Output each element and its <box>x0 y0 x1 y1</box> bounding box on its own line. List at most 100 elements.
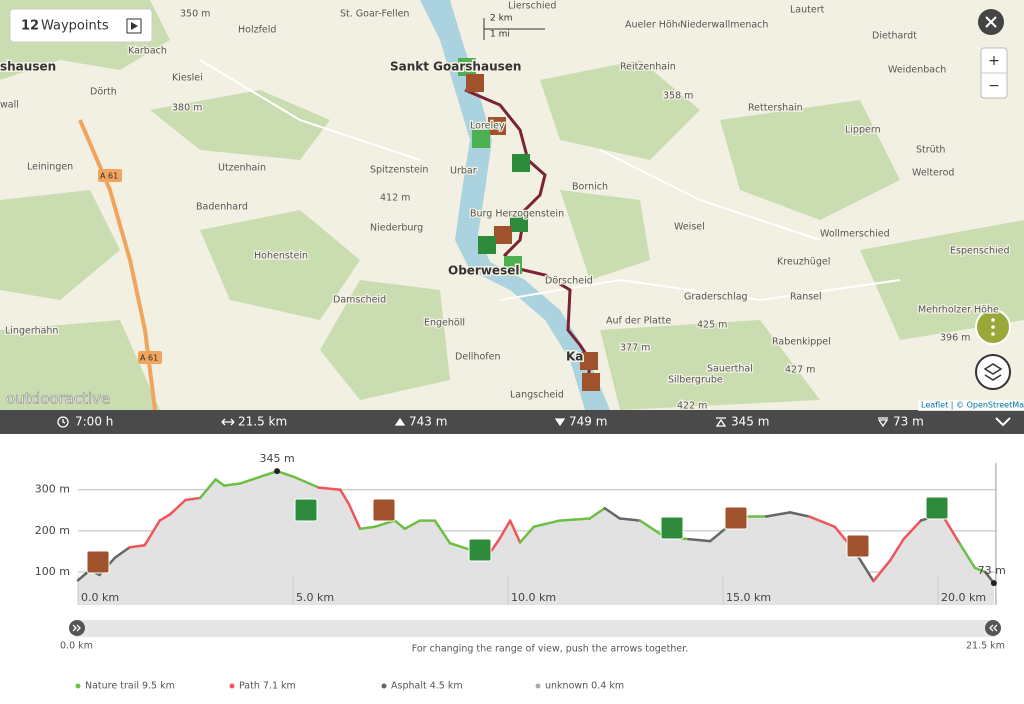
range-hint: For changing the range of view, push the… <box>412 644 689 655</box>
map-label: Urbar <box>450 166 477 177</box>
map-label: St. Goar-Fellen <box>340 9 409 20</box>
profile-waypoint <box>846 534 870 558</box>
map-label: Leiningen <box>27 162 73 173</box>
legend-dot <box>535 683 541 689</box>
map-label: Ka <box>566 350 583 364</box>
map-label: Diethardt <box>872 31 917 42</box>
map-label: 380 m <box>172 103 202 114</box>
profile-segment <box>184 496 202 502</box>
legend-label: Asphalt 4.5 km <box>391 681 463 692</box>
profile-waypoint <box>294 498 318 522</box>
map-label: Auf der Platte <box>606 316 671 327</box>
y-tick-label: 300 m <box>35 483 70 496</box>
attribution-bg <box>918 400 1024 411</box>
profile-segment <box>128 544 146 549</box>
profile-segment <box>764 511 792 518</box>
zoom-in[interactable]: + <box>988 53 1000 69</box>
profile-segment <box>943 517 961 545</box>
profile-segment <box>403 519 422 531</box>
map-label: Dörscheid <box>545 276 593 287</box>
map-label: Lautert <box>790 5 825 16</box>
map-label: 350 m <box>180 9 210 20</box>
profile-segment <box>687 537 712 543</box>
profile-waypoint <box>660 516 684 540</box>
profile-segment <box>214 478 226 487</box>
max-label: 345 m <box>259 452 294 465</box>
profile-segment <box>198 478 217 500</box>
map-label: Dörth <box>90 87 117 98</box>
map-label: Ransel <box>790 292 822 303</box>
stat-descent: 749 m <box>569 415 607 429</box>
profile-segment <box>618 517 642 522</box>
waypoint-count[interactable]: 12 <box>21 19 39 34</box>
stat-duration: 7:00 h <box>75 415 113 429</box>
profile-segment <box>113 546 131 559</box>
range-handle-left[interactable] <box>69 620 85 636</box>
x-tick-label: 10.0 km <box>511 591 556 604</box>
waypoint-label[interactable]: Waypoints <box>41 19 109 34</box>
profile-segment <box>588 506 606 520</box>
profile-segment <box>143 519 161 547</box>
map-label: Wollmerschied <box>820 229 890 240</box>
profile-segment <box>222 482 242 487</box>
map-label: Lierschied <box>508 1 556 12</box>
stat-distance: 21.5 km <box>238 415 287 429</box>
min-point <box>990 580 997 587</box>
map-label: Hohenstein <box>254 251 308 262</box>
map-label: Weidenbach <box>888 65 946 76</box>
profile-segment <box>532 519 561 529</box>
map-label: Aueler Höhe <box>625 20 684 31</box>
profile-segment <box>872 558 892 583</box>
map-label: Bornich <box>572 182 608 193</box>
map-label: Utzenhain <box>218 163 266 174</box>
profile-segment <box>317 486 342 491</box>
profile-segment <box>158 513 172 522</box>
profile-segment <box>498 519 512 541</box>
profile-segment <box>358 525 376 531</box>
map-shapes <box>0 0 1024 411</box>
map-label: Lingerhahn <box>5 326 58 337</box>
profile-segment <box>518 525 536 544</box>
range-handle-right[interactable] <box>985 620 1001 636</box>
road-shield <box>98 169 122 182</box>
scale-km: 2 km <box>490 14 513 24</box>
x-tick-label: 5.0 km <box>296 591 334 604</box>
stat-ascent: 743 m <box>409 415 447 429</box>
map-label: Welterod <box>912 168 954 179</box>
x-tick-label: 20.0 km <box>941 591 986 604</box>
map-label: Kieslei <box>172 73 203 84</box>
map-label: Loreley <box>470 121 505 132</box>
map-label: Kreuzhügel <box>777 257 830 268</box>
profile-segment <box>708 527 727 543</box>
brand: outdooractive <box>6 390 110 408</box>
profile-segment <box>373 519 397 529</box>
map-label: 377 m <box>620 343 650 354</box>
map-label: 427 m <box>785 365 815 376</box>
map-label: Dellhofen <box>455 352 500 363</box>
map-background <box>0 0 1024 410</box>
zoom-out[interactable]: − <box>988 78 1000 94</box>
map-label: Mehrholzer Höhe <box>918 305 999 316</box>
y-tick-label: 100 m <box>35 565 70 578</box>
attribution: Leaflet | © OpenStreetMap <box>921 401 1024 410</box>
road-shield-label: A 61 <box>100 172 118 181</box>
map-label: Sankt Goarshausen <box>390 60 521 74</box>
map-label: Spitzenstein <box>370 165 428 176</box>
map-label: Rettershain <box>748 103 803 114</box>
profile-waypoint <box>724 506 748 530</box>
map-label: Niederburg <box>370 223 423 234</box>
profile-segment <box>973 566 987 574</box>
stat-highest: 345 m <box>731 415 769 429</box>
max-point <box>274 468 281 475</box>
map-label: Oberwesel <box>448 264 519 278</box>
x-tick-label: 0.0 km <box>81 591 119 604</box>
profile-segment <box>433 519 452 545</box>
profile-segment <box>807 515 837 529</box>
map-label: Rabenkippel <box>772 337 831 348</box>
map-label: Weisel <box>674 222 705 233</box>
profile-segment <box>347 502 362 531</box>
range-end: 21.5 km <box>966 641 1005 652</box>
map-label: Graderschlag <box>684 292 748 303</box>
legend-label: Nature trail 9.5 km <box>85 681 175 692</box>
